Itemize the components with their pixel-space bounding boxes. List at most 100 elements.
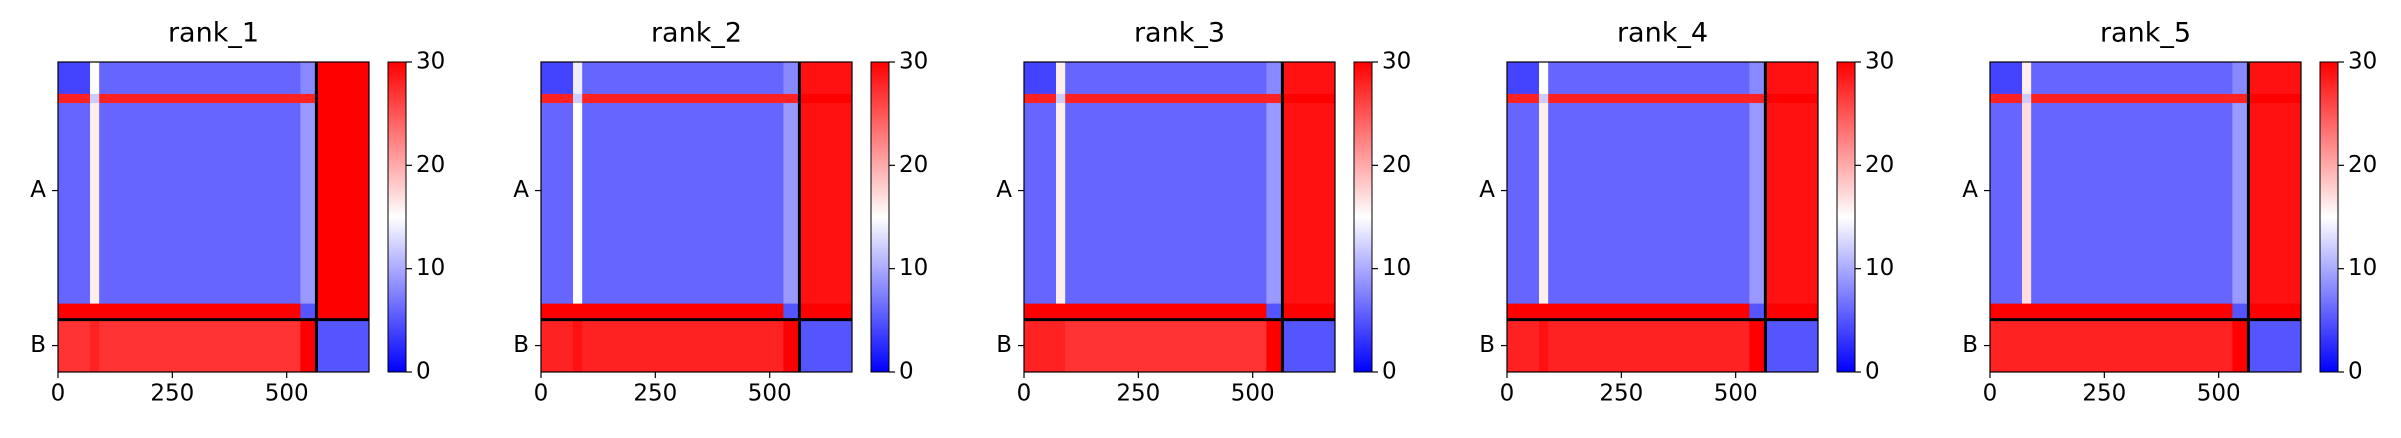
chart-title: rank_4 [1617,18,1708,49]
heatmap-cell [2022,303,2032,321]
heatmap-cell [1539,103,1549,305]
heatmap-cell [582,62,784,95]
heatmap-cell [300,319,317,373]
plot-frame [1506,61,1819,373]
heatmap-cell [1056,93,1066,104]
heatmap-cell [541,303,574,321]
heatmap-cell [799,103,853,305]
heatmap-cell [582,319,784,373]
heatmap-cell [90,93,100,104]
heatmap-cell [1282,303,1336,321]
heatmap-cell [2248,319,2302,373]
heatmap-cell [1507,93,1540,104]
heatmap-cell [1539,319,1549,373]
heatmap-cell [2232,62,2249,95]
heatmap-cell [2248,62,2302,95]
x-tick-label: 500 [2197,381,2241,407]
heatmap-cell [1024,103,1057,305]
heatmap-cell [1065,103,1267,305]
heatmap-cell [1024,62,1057,95]
heatmap-cell [2232,303,2249,321]
colorbar [2319,61,2339,373]
heatmap-cell [1749,319,1766,373]
heatmap-cell [582,103,784,305]
plot-frame [540,61,853,373]
heatmap-cell [1282,319,1336,373]
heatmap-cell [1507,303,1540,321]
heatmap-cell [316,319,370,373]
heatmap-cell [1065,303,1267,321]
colorbar-tick-label: 20 [1865,152,1894,178]
heatmap-cell [1507,319,1540,373]
heatmap-cell [1056,103,1066,305]
colorbar-tick-label: 20 [416,152,445,178]
heatmap-cell [2022,103,2032,305]
heatmap-cell [2248,103,2302,305]
heatmap-cell [300,103,317,305]
x-tick-label: 500 [748,381,792,407]
heatmap-cell [99,93,301,104]
heatmap-cell [99,103,301,305]
heatmap-cell [582,303,784,321]
heatmap-cell [2022,319,2032,373]
heatmap-cell [2232,93,2249,104]
heatmap-cell [573,62,583,95]
heatmap-cell [99,319,301,373]
y-tick-label: B [513,332,529,358]
heatmap-cell [541,93,574,104]
heatmap-cell [1765,62,1819,95]
heatmap-cell [2031,319,2233,373]
heatmap-cell [90,103,100,305]
colorbar-tick-label: 30 [416,49,445,75]
heatmap-cell [1056,303,1066,321]
heatmap-cell [1266,93,1283,104]
y-tick-label: A [1962,177,1978,203]
chart-title: rank_1 [168,18,259,49]
heatmap-cell [1990,303,2023,321]
heatmap-cell [1548,103,1750,305]
heatmap-cell [2232,103,2249,305]
y-tick-label: A [996,177,1012,203]
colorbar [870,61,890,373]
heatmap-cell [1765,319,1819,373]
heatmap-cell [783,103,800,305]
x-tick-label: 0 [51,381,66,407]
colorbar-tick-label: 0 [416,359,431,385]
colorbar-tick-label: 10 [2348,255,2377,281]
x-tick-label: 0 [1500,381,1515,407]
colorbar-tick-label: 20 [899,152,928,178]
heatmap-cell [1548,62,1750,95]
heatmap-cell [1749,93,1766,104]
heatmap-cell [2022,62,2032,95]
heatmap-cell [316,93,370,104]
heatmap-cell [316,62,370,95]
heatmap-cell [799,62,853,95]
colorbar-tick-label: 0 [899,359,914,385]
heatmap-cell [573,93,583,104]
heatmap-cell [1749,62,1766,95]
y-tick-label: A [30,177,46,203]
chart-title: rank_5 [2100,18,2191,49]
heatmap-cell [1548,93,1750,104]
heatmap-cell [799,303,853,321]
x-tick-label: 250 [150,381,194,407]
heatmap-cell [1266,62,1283,95]
heatmap-cell [2232,319,2249,373]
colorbar-tick-label: 30 [2348,49,2377,75]
heatmap-cell [58,319,91,373]
colorbar [1836,61,1856,373]
heatmap-cell [1282,93,1336,104]
heatmap-cell [1990,103,2023,305]
heatmap-cell [300,62,317,95]
heatmap-cell [316,303,370,321]
y-tick-label: A [513,177,529,203]
y-tick-label: B [1479,332,1495,358]
heatmap-cell [1990,62,2023,95]
heatmap-cell [1024,93,1057,104]
heatmap-cell [799,319,853,373]
heatmap-cell [1507,62,1540,95]
heatmap-cell [582,93,784,104]
heatmap-cell [1266,103,1283,305]
heatmap-cell [58,303,91,321]
heatmap-cell [90,62,100,95]
